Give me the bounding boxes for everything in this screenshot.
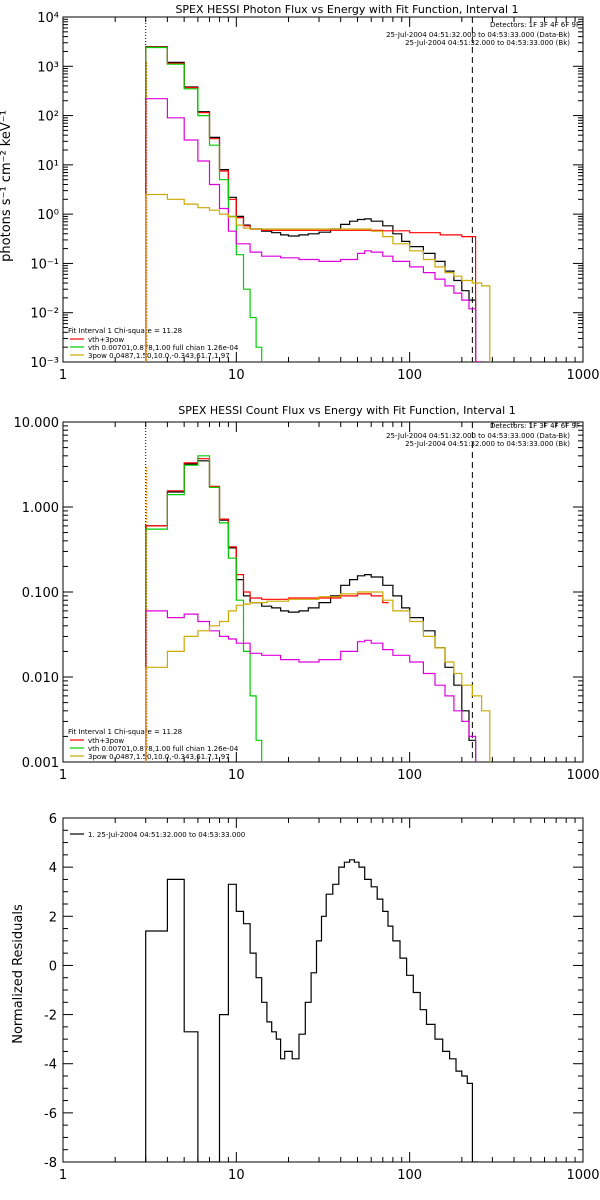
count-flux-panel: SPEX HESSI Count Flux vs Energy with Fit…	[0, 395, 600, 790]
plot-frame	[62, 16, 584, 363]
y-tick-label: -8	[44, 1156, 57, 1171]
series-line-1	[145, 46, 482, 362]
y-tick-label: 2	[49, 910, 57, 925]
series-line-0	[145, 460, 477, 762]
y-tick-label: 0.010	[22, 671, 59, 686]
series-line-0	[145, 46, 482, 362]
series-group	[145, 859, 479, 1162]
y-tick-label: 10⁻¹	[30, 257, 59, 272]
y-tick-label: 0	[49, 959, 57, 974]
photon-flux-panel: SPEX HESSI Photon Flux vs Energy with Fi…	[0, 0, 600, 395]
x-tick-label: 1000	[566, 768, 599, 783]
residuals-chart: Normalized Residuals 1. 25-Jul-2004 04:5…	[11, 812, 600, 1183]
y-tick-label: 1.000	[22, 501, 59, 516]
x-tick-label: 1000	[566, 1168, 599, 1183]
count-flux-chart: SPEX HESSI Count Flux vs Energy with Fit…	[14, 404, 600, 783]
legend-entry-2: vth 0.00701,0.878,1.00 full chian 1.26e-…	[88, 344, 239, 352]
x-tick-label: 1	[59, 768, 67, 783]
fit-label: Fit Interval 1 Chi-square = 11.28	[68, 728, 182, 736]
residuals-panel: Normalized Residuals 1. 25-Jul-2004 04:5…	[0, 790, 600, 1200]
y-tick-label: -6	[44, 1107, 57, 1122]
legend-entry-1: vth+3pow	[88, 737, 124, 745]
header-line-data: 25-Jul-2004 04:51:32.000 to 04:53:33.000…	[386, 31, 570, 39]
y-tick-label: 10⁴	[37, 11, 59, 26]
chart-title: SPEX HESSI Count Flux vs Energy with Fit…	[178, 404, 515, 417]
y-axis-label: photons s⁻¹ cm⁻² keV⁻¹	[0, 110, 14, 262]
y-tick-label: 10³	[37, 60, 59, 75]
y-tick-label: 10⁰	[37, 208, 59, 223]
legend-entry-3: 3pow 0.0487,1.50,10.0,-0.343,61.7,1.97	[88, 753, 230, 761]
y-tick-label: 0.001	[22, 756, 59, 771]
y-axis-label: Normalized Residuals	[11, 904, 26, 1044]
x-tick-label: 10	[228, 368, 245, 383]
detectors-label: Detectors: 1F 3F 4F 6F 9F	[490, 422, 580, 430]
y-tick-label: 6	[49, 812, 57, 827]
y-tick-label: 10⁻³	[30, 356, 59, 371]
series-line-2	[145, 455, 263, 762]
y-tick-label: -4	[44, 1058, 57, 1073]
x-tick-label: 10	[228, 768, 245, 783]
header-line-bk: 25-Jul-2004 04:51:32.000 to 04:53:33.000…	[405, 39, 570, 47]
y-tick-label: 10¹	[37, 159, 59, 174]
x-tick-label: 1	[59, 368, 67, 383]
header-line-bk: 25-Jul-2004 04:51:32.000 to 04:53:33.000…	[405, 440, 570, 448]
series-group	[145, 46, 491, 362]
y-tick-label: 10⁻²	[30, 307, 59, 322]
legend-entry-1: 1. 25-Jul-2004 04:51:32.000 to 04:53:33.…	[88, 831, 245, 839]
x-tick-label: 1000	[566, 368, 599, 383]
plot-frame	[62, 817, 584, 1163]
y-tick-label: 4	[49, 861, 57, 876]
y-tick-label: 0.100	[22, 586, 59, 601]
series-group	[145, 455, 491, 762]
chart-title: SPEX HESSI Photon Flux vs Energy with Fi…	[175, 3, 518, 16]
x-tick-label: 100	[397, 768, 422, 783]
x-tick-label: 100	[397, 1168, 422, 1183]
series-line-4	[145, 591, 491, 762]
series-line-2	[145, 46, 263, 362]
x-tick-label: 100	[397, 368, 422, 383]
series-line-3	[145, 98, 482, 362]
y-tick-label: 10²	[37, 110, 59, 125]
series-line-1	[145, 458, 389, 762]
photon-flux-chart: SPEX HESSI Photon Flux vs Energy with Fi…	[0, 3, 600, 383]
plot-frame	[62, 421, 584, 763]
header-line-data: 25-Jul-2004 04:51:32.000 to 04:53:33.000…	[386, 432, 570, 440]
y-tick-label: -2	[44, 1009, 57, 1024]
legend-entry-2: vth 0.00701,0.878,1.00 full chian 1.26e-…	[88, 745, 239, 753]
y-tick-label: 10.000	[14, 416, 60, 431]
detectors-label: Detectors: 1F 3F 4F 6F 9F	[490, 21, 580, 29]
series-line-0	[145, 859, 479, 1162]
x-tick-label: 1	[59, 1168, 67, 1183]
legend-entry-3: 3pow 0.0487,1.50,10.0,-0.343,61.7,1.97	[88, 352, 230, 360]
x-tick-label: 10	[228, 1168, 245, 1183]
legend-entry-1: vth+3pow	[88, 336, 124, 344]
fit-label: Fit Interval 1 Chi-square = 11.28	[68, 327, 182, 335]
series-line-4	[145, 193, 491, 362]
